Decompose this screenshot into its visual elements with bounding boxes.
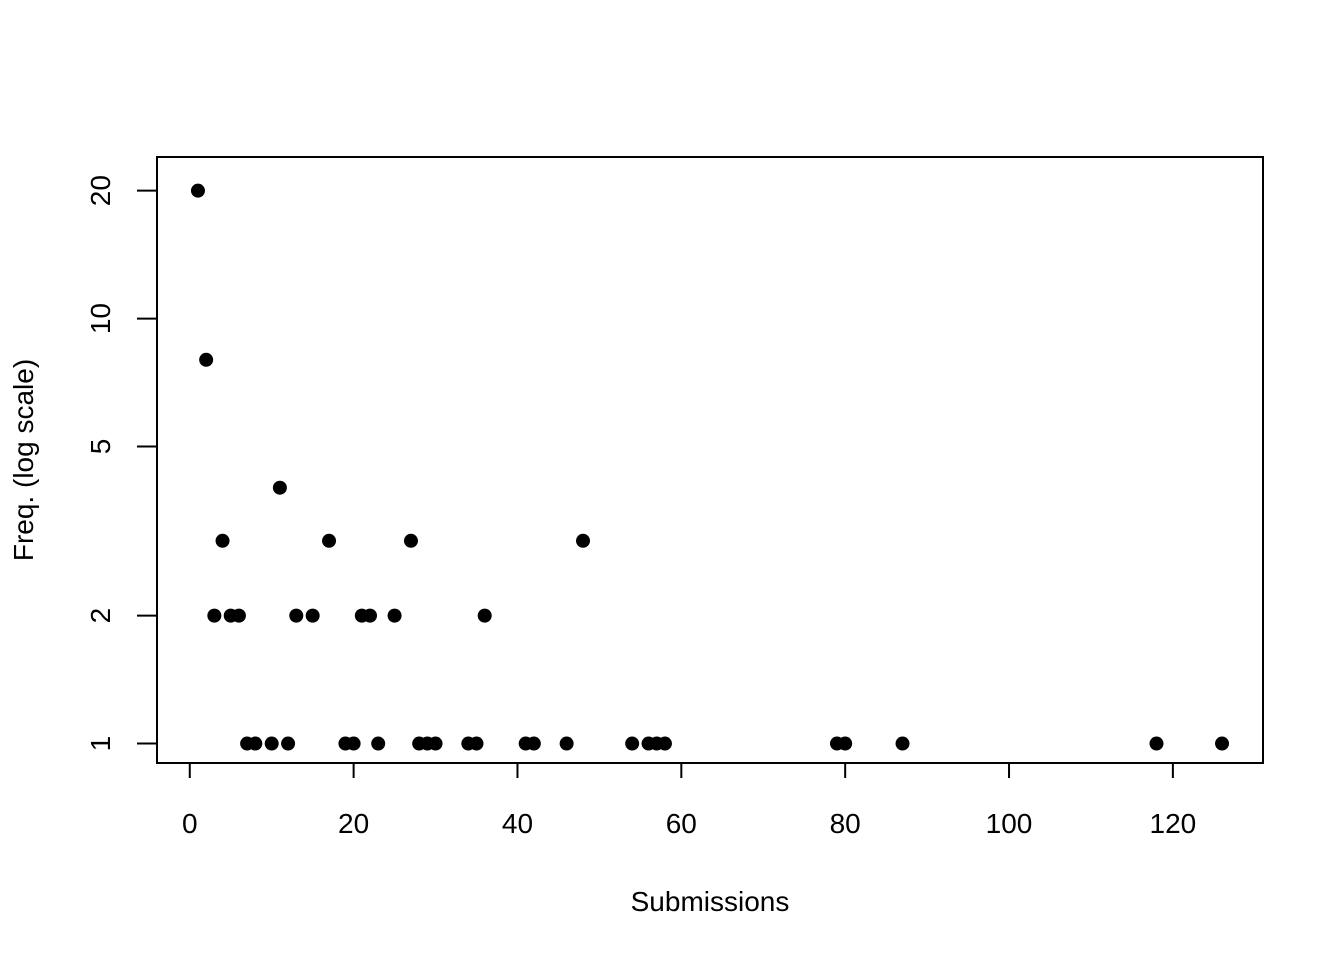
data-point xyxy=(207,608,222,623)
y-axis-ticks: 1 2 5 10 20 xyxy=(85,175,157,751)
data-point xyxy=(272,480,287,495)
data-point xyxy=(231,608,246,623)
data-point xyxy=(248,736,263,751)
data-point xyxy=(428,736,443,751)
data-point xyxy=(625,736,640,751)
x-axis-ticks: 0 20 40 60 80 100 120 xyxy=(182,763,1196,839)
data-point xyxy=(371,736,386,751)
x-tick-label: 0 xyxy=(182,808,198,839)
data-point xyxy=(576,533,591,548)
data-point xyxy=(264,736,279,751)
data-point xyxy=(403,533,418,548)
data-point xyxy=(281,736,296,751)
data-point xyxy=(199,352,214,367)
data-point xyxy=(215,533,230,548)
data-point xyxy=(657,736,672,751)
y-axis-label: Freq. (log scale) xyxy=(8,359,39,561)
data-point xyxy=(895,736,910,751)
x-tick-label: 20 xyxy=(338,808,369,839)
x-tick-label: 80 xyxy=(830,808,861,839)
data-point xyxy=(559,736,574,751)
data-point xyxy=(1215,736,1230,751)
y-tick-label: 10 xyxy=(85,303,116,334)
data-point xyxy=(289,608,304,623)
y-tick-label: 2 xyxy=(85,608,116,624)
data-point xyxy=(838,736,853,751)
y-tick-label: 5 xyxy=(85,439,116,455)
data-point xyxy=(346,736,361,751)
data-point xyxy=(305,608,320,623)
x-tick-label: 40 xyxy=(502,808,533,839)
data-point xyxy=(387,608,402,623)
data-point xyxy=(477,608,492,623)
data-point xyxy=(363,608,378,623)
data-point xyxy=(1149,736,1164,751)
data-point xyxy=(190,183,205,198)
data-point xyxy=(322,533,337,548)
y-tick-label: 1 xyxy=(85,736,116,752)
y-tick-label: 20 xyxy=(85,175,116,206)
plot-frame xyxy=(156,156,1264,764)
x-axis-label: Submissions xyxy=(631,886,790,917)
x-tick-label: 100 xyxy=(986,808,1033,839)
x-tick-label: 120 xyxy=(1150,808,1197,839)
data-point xyxy=(526,736,541,751)
data-points xyxy=(190,183,1230,751)
x-tick-label: 60 xyxy=(666,808,697,839)
data-point xyxy=(469,736,484,751)
